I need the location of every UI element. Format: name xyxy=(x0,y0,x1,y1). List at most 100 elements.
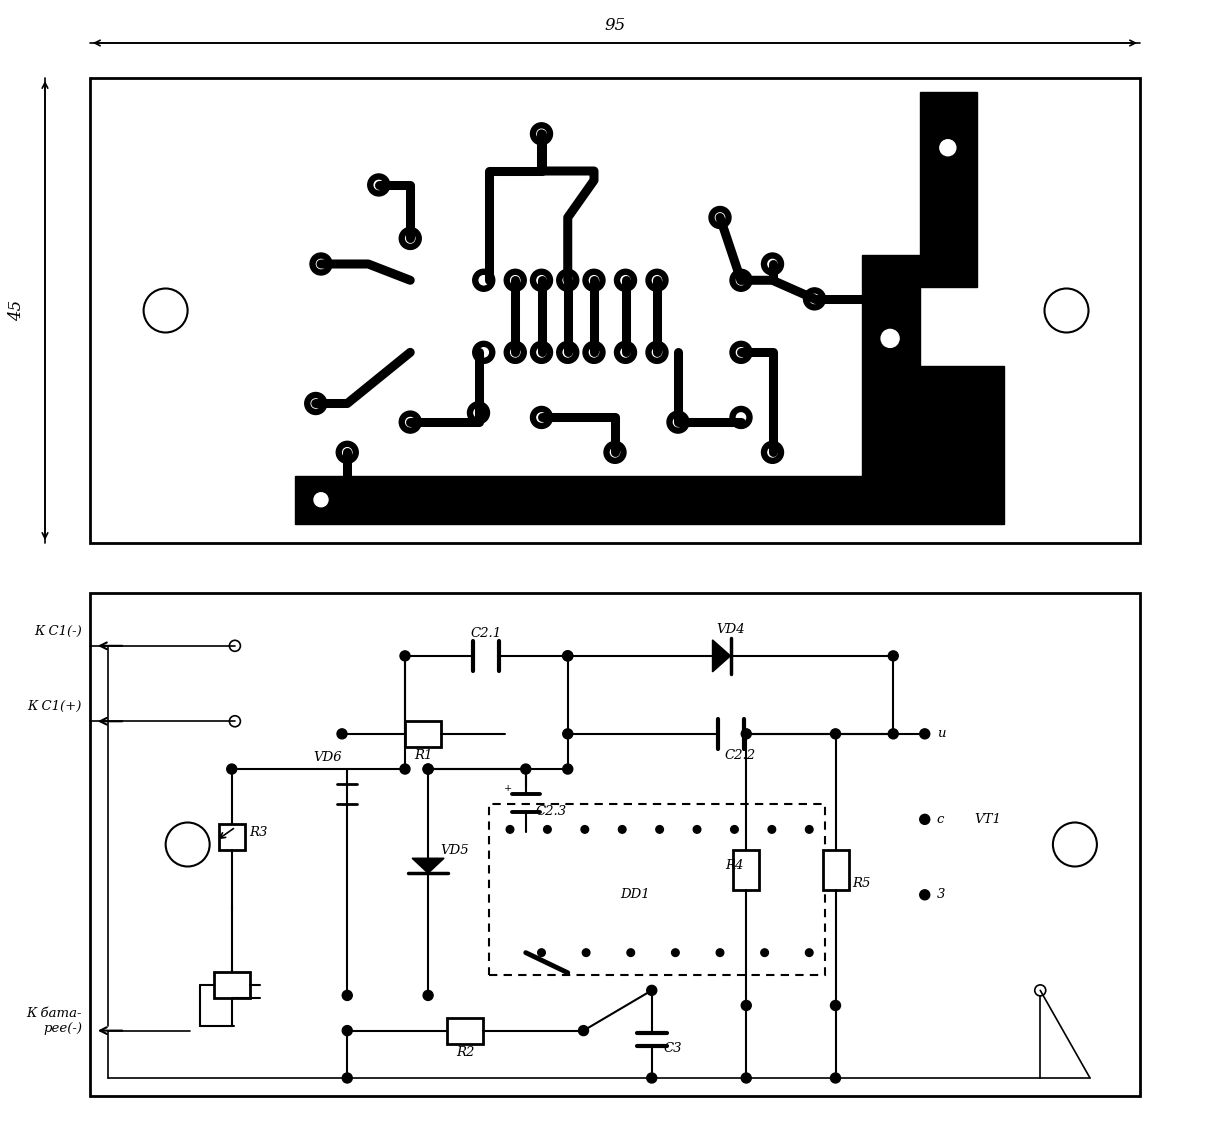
Text: VD5: VD5 xyxy=(440,844,468,857)
Circle shape xyxy=(888,651,899,661)
Circle shape xyxy=(474,408,483,417)
Circle shape xyxy=(1053,822,1097,866)
Circle shape xyxy=(646,270,668,291)
Circle shape xyxy=(668,411,689,433)
Circle shape xyxy=(730,406,751,429)
Circle shape xyxy=(604,441,626,464)
Circle shape xyxy=(230,716,241,726)
Bar xyxy=(90,593,1141,1096)
Circle shape xyxy=(537,275,546,285)
Circle shape xyxy=(627,949,635,957)
Text: R1: R1 xyxy=(415,749,433,763)
Text: 45: 45 xyxy=(9,300,26,321)
Circle shape xyxy=(557,342,579,363)
Circle shape xyxy=(557,270,579,291)
Circle shape xyxy=(544,826,551,834)
Circle shape xyxy=(805,826,814,834)
Circle shape xyxy=(406,233,415,243)
Circle shape xyxy=(761,949,769,957)
Circle shape xyxy=(647,1073,657,1083)
Circle shape xyxy=(742,1001,751,1011)
Circle shape xyxy=(652,347,662,356)
Text: К бата-
рее(-): К бата- рее(-) xyxy=(27,1006,81,1034)
Bar xyxy=(219,823,244,851)
Bar xyxy=(733,849,759,890)
Circle shape xyxy=(342,990,353,1001)
Text: c: c xyxy=(936,813,944,826)
Circle shape xyxy=(742,1073,751,1083)
Circle shape xyxy=(226,764,237,774)
Text: R4: R4 xyxy=(725,860,743,872)
Circle shape xyxy=(582,270,606,291)
Circle shape xyxy=(761,253,783,275)
Circle shape xyxy=(919,890,930,900)
Polygon shape xyxy=(412,858,444,873)
Circle shape xyxy=(506,826,514,834)
Circle shape xyxy=(479,275,489,285)
Circle shape xyxy=(940,140,956,156)
Circle shape xyxy=(563,651,573,661)
Circle shape xyxy=(399,411,421,433)
Circle shape xyxy=(709,206,731,229)
Circle shape xyxy=(505,270,527,291)
Circle shape xyxy=(400,651,410,661)
Circle shape xyxy=(582,949,590,957)
Bar xyxy=(447,1017,484,1043)
Circle shape xyxy=(769,826,776,834)
Text: С2.1: С2.1 xyxy=(471,627,502,641)
Circle shape xyxy=(737,347,745,356)
Circle shape xyxy=(767,259,777,268)
Circle shape xyxy=(406,417,415,426)
Bar xyxy=(214,972,249,998)
Circle shape xyxy=(143,289,187,333)
Circle shape xyxy=(919,729,930,739)
Text: С2.2: С2.2 xyxy=(725,749,756,763)
Text: u: u xyxy=(936,728,945,740)
Bar xyxy=(489,804,824,976)
Circle shape xyxy=(767,448,777,457)
Circle shape xyxy=(343,448,351,457)
Circle shape xyxy=(730,270,751,291)
Circle shape xyxy=(537,413,546,422)
Polygon shape xyxy=(862,255,1003,525)
Circle shape xyxy=(537,347,546,356)
Circle shape xyxy=(563,764,573,774)
Circle shape xyxy=(563,275,573,285)
Text: R3: R3 xyxy=(249,827,268,839)
Circle shape xyxy=(716,949,724,957)
Circle shape xyxy=(305,393,327,414)
Text: VT1: VT1 xyxy=(975,813,1002,826)
Circle shape xyxy=(614,342,636,363)
Text: C3: C3 xyxy=(664,1041,682,1055)
Circle shape xyxy=(761,441,783,464)
Circle shape xyxy=(590,275,598,285)
Circle shape xyxy=(888,729,899,739)
Circle shape xyxy=(563,729,573,739)
Circle shape xyxy=(520,764,530,774)
Circle shape xyxy=(530,342,552,363)
Text: +: + xyxy=(503,784,512,793)
Text: К С1(-): К С1(-) xyxy=(34,625,81,637)
Circle shape xyxy=(316,259,326,268)
Circle shape xyxy=(423,764,433,774)
Circle shape xyxy=(342,1025,353,1036)
Circle shape xyxy=(473,270,495,291)
Polygon shape xyxy=(713,640,731,672)
Bar xyxy=(90,78,1141,543)
Circle shape xyxy=(479,347,489,356)
Circle shape xyxy=(530,270,552,291)
Circle shape xyxy=(337,729,347,739)
Circle shape xyxy=(621,275,630,285)
Text: R2: R2 xyxy=(456,1046,474,1059)
Circle shape xyxy=(831,1001,840,1011)
Circle shape xyxy=(730,342,751,363)
Circle shape xyxy=(831,729,840,739)
Text: 3: 3 xyxy=(936,889,945,901)
Bar xyxy=(405,721,441,747)
Circle shape xyxy=(367,174,390,196)
Circle shape xyxy=(537,130,546,139)
Circle shape xyxy=(671,949,680,957)
Circle shape xyxy=(537,949,545,957)
Circle shape xyxy=(314,493,328,506)
Circle shape xyxy=(652,275,662,285)
